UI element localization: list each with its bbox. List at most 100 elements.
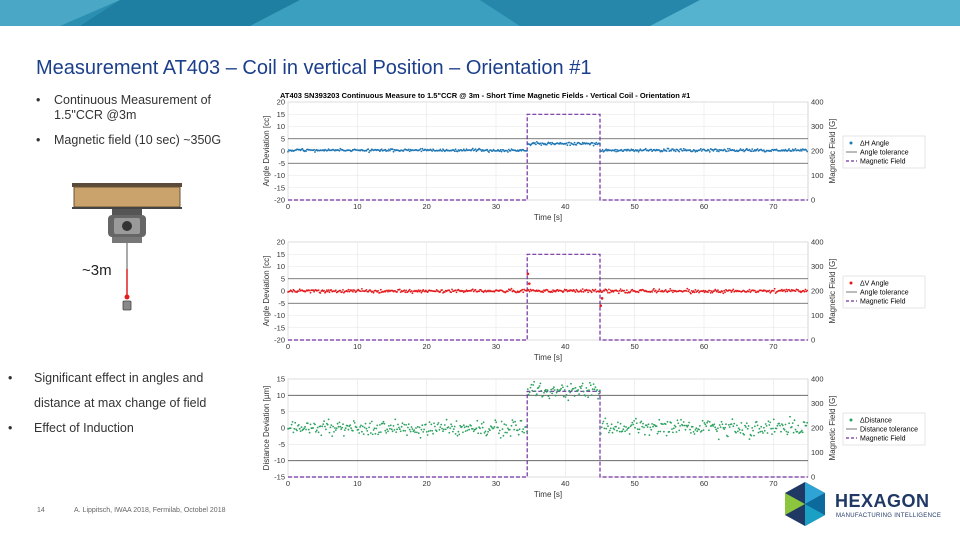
data-point (713, 423, 716, 426)
data-point (663, 148, 665, 151)
data-point (776, 424, 779, 427)
data-point (763, 426, 765, 429)
data-point (383, 422, 386, 425)
data-point (783, 429, 786, 431)
bullet-glyph: • (36, 133, 41, 147)
data-point (370, 149, 372, 152)
data-point (754, 289, 756, 292)
data-point (391, 430, 394, 433)
y-tick-label: -15 (274, 183, 285, 192)
data-point (427, 430, 430, 433)
data-point (681, 424, 684, 427)
data-point (500, 150, 503, 153)
data-point (658, 418, 661, 421)
bullet-text: Magnetic field (10 sec) ~350G (54, 133, 222, 147)
data-point (539, 142, 542, 145)
data-point (758, 427, 761, 430)
x-tick-label: 50 (630, 202, 638, 211)
data-point (405, 289, 407, 292)
data-point (768, 424, 771, 426)
data-point (316, 426, 319, 429)
y-tick-label: -15 (274, 323, 285, 332)
data-point (773, 287, 776, 290)
bullet-item: • Continuous Measurement of 1.5"CCR @3m (36, 93, 236, 123)
data-point (577, 389, 580, 391)
data-point (317, 289, 320, 291)
data-point (426, 291, 429, 293)
data-point (436, 423, 439, 426)
x-tick-label: 20 (422, 202, 430, 211)
data-point (690, 290, 693, 292)
data-point (672, 148, 674, 151)
data-point (344, 427, 347, 430)
data-point (556, 388, 559, 391)
data-point (741, 429, 744, 431)
data-point (312, 427, 315, 429)
data-point (783, 289, 786, 291)
data-point (713, 290, 716, 292)
data-point (381, 422, 384, 425)
data-point (468, 428, 471, 431)
data-point (751, 427, 754, 429)
data-point (503, 423, 506, 426)
data-point (327, 418, 330, 421)
data-point (601, 290, 604, 293)
data-point (616, 148, 618, 151)
data-point (543, 391, 545, 394)
data-point (775, 427, 778, 430)
data-point (707, 420, 709, 422)
x-tick-label: 10 (353, 342, 361, 351)
data-point (452, 430, 454, 433)
data-point (672, 291, 674, 294)
data-point (739, 431, 742, 434)
data-point (642, 422, 644, 425)
data-point (602, 420, 605, 423)
data-point (594, 386, 597, 388)
data-point (481, 426, 484, 429)
y2-tick-label: 0 (811, 336, 815, 345)
data-point (672, 427, 675, 430)
data-point (452, 428, 455, 430)
data-point (402, 429, 405, 432)
logo-name: HEXAGON (835, 491, 930, 511)
data-point (571, 389, 573, 392)
data-point (507, 148, 510, 151)
x-tick-label: 30 (492, 479, 500, 488)
data-point (697, 289, 699, 292)
data-point (448, 289, 451, 292)
data-point (616, 429, 618, 432)
data-point (442, 430, 444, 433)
data-point (432, 432, 434, 435)
data-point (416, 425, 419, 428)
data-point (411, 292, 414, 295)
data-point (553, 389, 556, 391)
data-point (306, 422, 309, 425)
data-point (544, 388, 547, 391)
data-point (527, 282, 531, 285)
x-tick-label: 30 (492, 202, 500, 211)
data-point (691, 150, 694, 153)
data-point (565, 288, 568, 291)
data-point (445, 418, 448, 421)
data-point (574, 386, 577, 389)
data-point (608, 291, 611, 294)
data-point (588, 389, 590, 391)
data-point (654, 289, 657, 292)
data-point (750, 434, 753, 437)
data-point (771, 433, 773, 435)
data-point (403, 423, 406, 426)
y2-tick-label: 300 (811, 262, 824, 271)
data-point (365, 149, 368, 152)
data-point (684, 428, 687, 431)
data-point (784, 423, 787, 426)
data-point (803, 421, 806, 424)
data-point (326, 149, 329, 152)
data-point (714, 426, 717, 429)
data-point (554, 394, 557, 397)
y-tick-label: 20 (277, 98, 285, 107)
data-point (421, 290, 424, 293)
y2-tick-label: 100 (811, 448, 824, 457)
data-point (382, 420, 385, 423)
data-point (462, 424, 465, 427)
data-point (720, 420, 723, 423)
